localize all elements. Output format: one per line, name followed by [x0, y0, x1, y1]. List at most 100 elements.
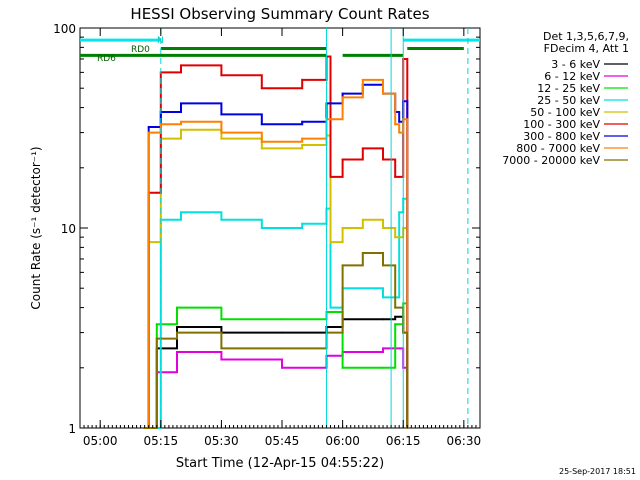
series-point-12-25-kev: [341, 366, 344, 369]
series-point-7000-20000-kev: [220, 347, 223, 350]
series-point-12-25-kev: [155, 323, 158, 326]
series-point-25-50-kev: [382, 296, 384, 299]
y-tick-label: 1: [68, 422, 76, 436]
x-axis-label: Start Time (12-Apr-15 04:55:22): [176, 456, 384, 471]
series-point-6-12-kev: [220, 358, 223, 361]
series-point-800-7000-kev: [180, 120, 182, 123]
series-group: [143, 55, 409, 429]
series-line-50-100-kev: [144, 128, 409, 429]
x-tick-label: 05:45: [265, 434, 300, 448]
x-tick-label: 06:15: [386, 434, 421, 448]
series-point-800-7000-kev: [260, 140, 263, 143]
series-point-25-50-kev: [220, 218, 223, 221]
series-line-100-300-kev: [144, 55, 409, 429]
series-point-100-300-kev: [341, 158, 344, 161]
series-point-50-100-kev: [361, 218, 364, 221]
series-point-800-7000-kev: [382, 92, 384, 95]
series-point-300-800-kev: [341, 92, 344, 95]
legend-label-25-50-kev: 25 - 50 keV: [537, 94, 600, 107]
series-point-50-100-kev: [394, 236, 397, 239]
series-point-800-7000-kev: [155, 131, 158, 134]
series-point-100-300-kev: [329, 175, 332, 178]
chart-title: HESSI Observing Summary Count Rates: [130, 5, 429, 23]
legend-header-line-1: Det 1,3,5,6,7,9,: [543, 30, 629, 43]
series-line-7000-20000-kev: [144, 252, 409, 429]
legend-label-3-6-kev: 3 - 6 keV: [551, 58, 600, 71]
rd6-label: RD6: [97, 54, 116, 64]
series-point-50-100-kev: [341, 227, 344, 229]
x-tick-label: 05:15: [144, 434, 179, 448]
series-point-7000-20000-kev: [382, 264, 384, 267]
series-point-50-100-kev: [155, 241, 158, 244]
series-point-6-12-kev: [176, 351, 178, 353]
legend-label-6-12-kev: 6 - 12 keV: [544, 70, 600, 83]
series-point-300-800-kev: [260, 123, 263, 126]
legend-label-800-7000-kev: 800 - 7000 keV: [516, 142, 600, 155]
series-point-800-7000-kev: [147, 131, 150, 134]
legend-label-12-25-kev: 12 - 25 keV: [537, 82, 600, 95]
series-point-25-50-kev: [398, 211, 401, 214]
series-point-6-12-kev: [281, 366, 283, 369]
x-tick-label: 06:30: [447, 434, 482, 448]
series-line-12-25-kev: [144, 302, 409, 429]
series-point-300-800-kev: [220, 113, 223, 116]
series-point-7000-20000-kev: [361, 252, 364, 254]
series-point-100-300-kev: [220, 74, 223, 77]
series-point-12-25-kev: [220, 318, 223, 321]
series-line-6-12-kev: [144, 347, 409, 429]
series-point-100-300-kev: [155, 191, 158, 194]
series-point-50-100-kev: [220, 137, 223, 140]
series-point-7000-20000-kev: [341, 264, 344, 267]
series-point-800-7000-kev: [394, 123, 397, 126]
legend-label-300-800-kev: 300 - 800 keV: [523, 130, 600, 143]
overlay-group: [80, 28, 480, 428]
series-point-300-800-kev: [155, 126, 158, 128]
series-point-3-6-kev: [394, 315, 397, 318]
night-label: N: [157, 36, 164, 46]
series-point-800-7000-kev: [398, 131, 401, 134]
series-point-800-7000-kev: [361, 78, 364, 81]
x-tick-label: 05:00: [83, 434, 118, 448]
series-point-12-25-kev: [382, 366, 384, 369]
series-point-50-100-kev: [301, 144, 304, 146]
rd0-label: RD0: [131, 45, 150, 55]
series-point-300-800-kev: [398, 120, 401, 123]
series-point-7000-20000-kev: [155, 337, 158, 340]
legend-label-7000-20000-kev: 7000 - 20000 keV: [502, 154, 600, 167]
series-point-300-800-kev: [180, 102, 182, 105]
series-point-300-800-kev: [301, 120, 304, 123]
series-line-25-50-kev: [144, 197, 409, 429]
y-tick-label: 100: [53, 22, 76, 36]
series-point-7000-20000-kev: [394, 306, 397, 309]
axis-ticks: 05:00 05:15 05:30 05:45 06:00 06:15 06:30 1 10 10…: [53, 22, 481, 448]
series-point-800-7000-kev: [341, 96, 344, 99]
series-point-50-100-kev: [329, 241, 332, 244]
y-axis-label: Count Rate (s⁻¹ detector⁻¹): [29, 146, 43, 309]
series-point-800-7000-kev: [301, 137, 304, 140]
x-tick-label: 06:00: [325, 434, 360, 448]
series-point-12-25-kev: [281, 318, 283, 321]
series-point-300-800-kev: [147, 126, 150, 128]
series-point-3-6-kev: [281, 331, 283, 334]
series-point-100-300-kev: [301, 78, 304, 81]
series-point-25-50-kev: [260, 227, 263, 229]
series-point-100-300-kev: [260, 87, 263, 90]
series-point-50-100-kev: [180, 128, 182, 131]
series-point-50-100-kev: [398, 236, 401, 239]
footer-date: 25-Sep-2017 18:51: [559, 467, 636, 476]
legend-label-50-100-kev: 50 - 100 keV: [530, 106, 600, 119]
series-point-6-12-kev: [382, 347, 384, 350]
series-point-25-50-kev: [301, 222, 304, 225]
series-point-100-300-kev: [398, 175, 401, 178]
series-line-300-800-kev: [144, 83, 409, 429]
series-point-12-25-kev: [394, 323, 397, 326]
series-point-3-6-kev: [382, 318, 384, 321]
legend-header-line-2: FDecim 4, Att 1: [544, 42, 629, 55]
series-point-25-50-kev: [329, 306, 332, 309]
series-point-50-100-kev: [260, 147, 263, 150]
series-point-100-300-kev: [361, 147, 364, 150]
series-point-800-7000-kev: [220, 131, 223, 134]
series-point-7000-20000-kev: [281, 347, 283, 350]
series-point-100-300-kev: [382, 158, 384, 161]
